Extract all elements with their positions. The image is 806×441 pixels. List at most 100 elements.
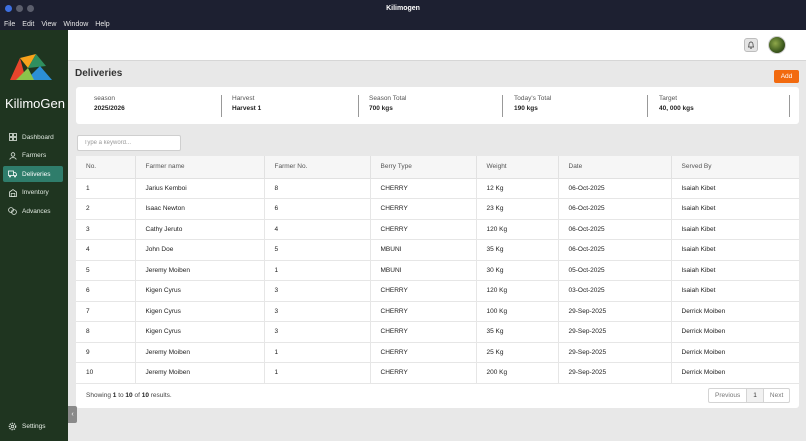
avatar[interactable]: [768, 36, 786, 54]
collapse-sidebar-button[interactable]: ‹: [68, 406, 77, 423]
column-header[interactable]: Date: [558, 156, 672, 179]
table-cell: Isaac Newton: [135, 198, 265, 220]
table-cell: Isaiah Kibet: [671, 198, 799, 220]
table-cell: 5: [76, 260, 136, 281]
table-cell: 29-Sep-2025: [558, 301, 672, 322]
search-input[interactable]: [77, 135, 181, 151]
table-cell: Kigen Cyrus: [135, 321, 265, 343]
notifications-button[interactable]: [744, 38, 758, 52]
column-header[interactable]: No.: [76, 156, 136, 179]
menu-help[interactable]: Help: [95, 20, 110, 28]
column-header[interactable]: Berry Type: [370, 156, 477, 179]
column-header[interactable]: Farmer No.: [264, 156, 371, 179]
maximize-window-button[interactable]: [27, 5, 34, 12]
stat-label: Harvest: [232, 95, 255, 102]
menu-edit[interactable]: Edit: [22, 20, 35, 28]
table-cell: 120 Kg: [476, 280, 559, 302]
table-cell: 1: [76, 178, 136, 199]
sidebar: KilimoGen Dashboard Farmers Deliveries I…: [0, 30, 68, 441]
table-cell: 25 Kg: [476, 342, 559, 363]
table-cell: Isaiah Kibet: [671, 280, 799, 302]
table-row[interactable]: 6 Kigen Cyrus 3 CHERRY 120 Kg 03-Oct-2025 Isai…: [76, 280, 799, 302]
stat-value: 40, 000 kgs: [659, 105, 694, 112]
results-of-word: of: [134, 392, 140, 399]
table-row[interactable]: 7 Kigen Cyrus 3 CHERRY 100 Kg 29-Sep-2025 Derr…: [76, 301, 799, 322]
table-cell: Isaiah Kibet: [671, 239, 799, 261]
page-number-button[interactable]: 1: [747, 389, 764, 402]
table-cell: MBUNI: [370, 239, 477, 261]
sidebar-item-inventory[interactable]: Inventory: [3, 185, 63, 201]
kilimogen-logo: [10, 54, 52, 80]
table-cell: John Doe: [135, 239, 265, 261]
stat-season: season 2025/2026: [94, 95, 222, 117]
menu-view[interactable]: View: [41, 20, 57, 28]
table-cell: 4: [264, 219, 371, 240]
table-cell: 29-Sep-2025: [558, 342, 672, 363]
table-row[interactable]: 8 Kigen Cyrus 3 CHERRY 35 Kg 29-Sep-2025 Derri…: [76, 321, 799, 343]
sidebar-item-label: Farmers: [22, 152, 47, 160]
add-delivery-button[interactable]: Add: [774, 70, 799, 83]
table-cell: 6: [264, 198, 371, 220]
table-cell: 1: [264, 362, 371, 384]
divider: [789, 95, 790, 117]
stat-value: 700 kgs: [369, 105, 393, 112]
table-cell: Jarius Kemboi: [135, 178, 265, 199]
window-controls: [5, 5, 34, 12]
warehouse-icon: [8, 188, 17, 197]
stat-value: 190 kgs: [514, 105, 538, 112]
table-cell: CHERRY: [370, 198, 477, 220]
table-cell: 06-Oct-2025: [558, 178, 672, 199]
table-cell: CHERRY: [370, 301, 477, 322]
table-cell: Jeremy Moiben: [135, 342, 265, 363]
table-cell: Isaiah Kibet: [671, 219, 799, 240]
column-header[interactable]: Weight: [476, 156, 559, 179]
stat-harvest: Harvest Harvest 1: [232, 95, 359, 117]
table-cell: Cathy Jeruto: [135, 219, 265, 240]
table-cell: 06-Oct-2025: [558, 198, 672, 220]
divider: [647, 95, 648, 117]
minimize-window-button[interactable]: [16, 5, 23, 12]
column-header[interactable]: Served By: [671, 156, 799, 179]
table-row[interactable]: 10 Jeremy Moiben 1 CHERRY 200 Kg 29-Sep-2025 D…: [76, 362, 799, 384]
table-cell: 5: [264, 239, 371, 261]
table-cell: 29-Sep-2025: [558, 362, 672, 384]
table-row[interactable]: 5 Jeremy Moiben 1 MBUNI 30 Kg 05-Oct-2025 Isai…: [76, 260, 799, 281]
table-cell: 06-Oct-2025: [558, 219, 672, 240]
table-cell: CHERRY: [370, 321, 477, 343]
deliveries-table: No. Farmer name Farmer No. Berry Type We…: [76, 156, 799, 384]
stat-label: season: [94, 95, 115, 102]
table-row[interactable]: 3 Cathy Jeruto 4 CHERRY 120 Kg 06-Oct-2025 Isa…: [76, 219, 799, 240]
column-header[interactable]: Farmer name: [135, 156, 265, 179]
table-cell: 9: [76, 342, 136, 363]
menu-window[interactable]: Window: [63, 20, 89, 28]
table-cell: 1: [264, 260, 371, 281]
truck-icon: [8, 170, 17, 179]
previous-page-button[interactable]: Previous: [709, 389, 748, 402]
next-page-button[interactable]: Next: [769, 392, 784, 399]
sidebar-item-dashboard[interactable]: Dashboard: [3, 129, 63, 145]
page-title: Deliveries: [75, 68, 123, 79]
menu-file[interactable]: File: [4, 20, 16, 28]
table-cell: CHERRY: [370, 342, 477, 363]
sidebar-item-settings[interactable]: Settings: [8, 422, 46, 431]
table-row[interactable]: 2 Isaac Newton 6 CHERRY 23 Kg 06-Oct-2025 Isai…: [76, 198, 799, 220]
stat-label: Season Total: [369, 95, 407, 102]
table-row[interactable]: 1 Jarius Kemboi 8 CHERRY 12 Kg 06-Oct-2025 Isa…: [76, 178, 799, 199]
table-cell: 200 Kg: [476, 362, 559, 384]
table-row[interactable]: 9 Jeremy Moiben 1 CHERRY 25 Kg 29-Sep-2025 Der…: [76, 342, 799, 363]
dashboard-icon: [8, 133, 17, 142]
table-row[interactable]: 4 John Doe 5 MBUNI 35 Kg 06-Oct-2025 Isaiah Ki…: [76, 239, 799, 261]
sidebar-item-advances[interactable]: Advances: [3, 203, 63, 219]
table-cell: CHERRY: [370, 362, 477, 384]
sidebar-item-deliveries[interactable]: Deliveries: [3, 166, 63, 183]
table-cell: 3: [76, 219, 136, 240]
table-cell: 2: [76, 198, 136, 220]
close-window-button[interactable]: [5, 5, 12, 12]
deliveries-table-card: No. Farmer name Farmer No. Berry Type We…: [76, 156, 799, 408]
sidebar-item-farmers[interactable]: Farmers: [3, 148, 63, 164]
stat-label: Target: [659, 95, 678, 102]
sidebar-item-label: Advances: [22, 207, 51, 215]
table-cell: 4: [76, 239, 136, 261]
table-header-row: No. Farmer name Farmer No. Berry Type We…: [76, 156, 799, 179]
table-cell: MBUNI: [370, 260, 477, 281]
